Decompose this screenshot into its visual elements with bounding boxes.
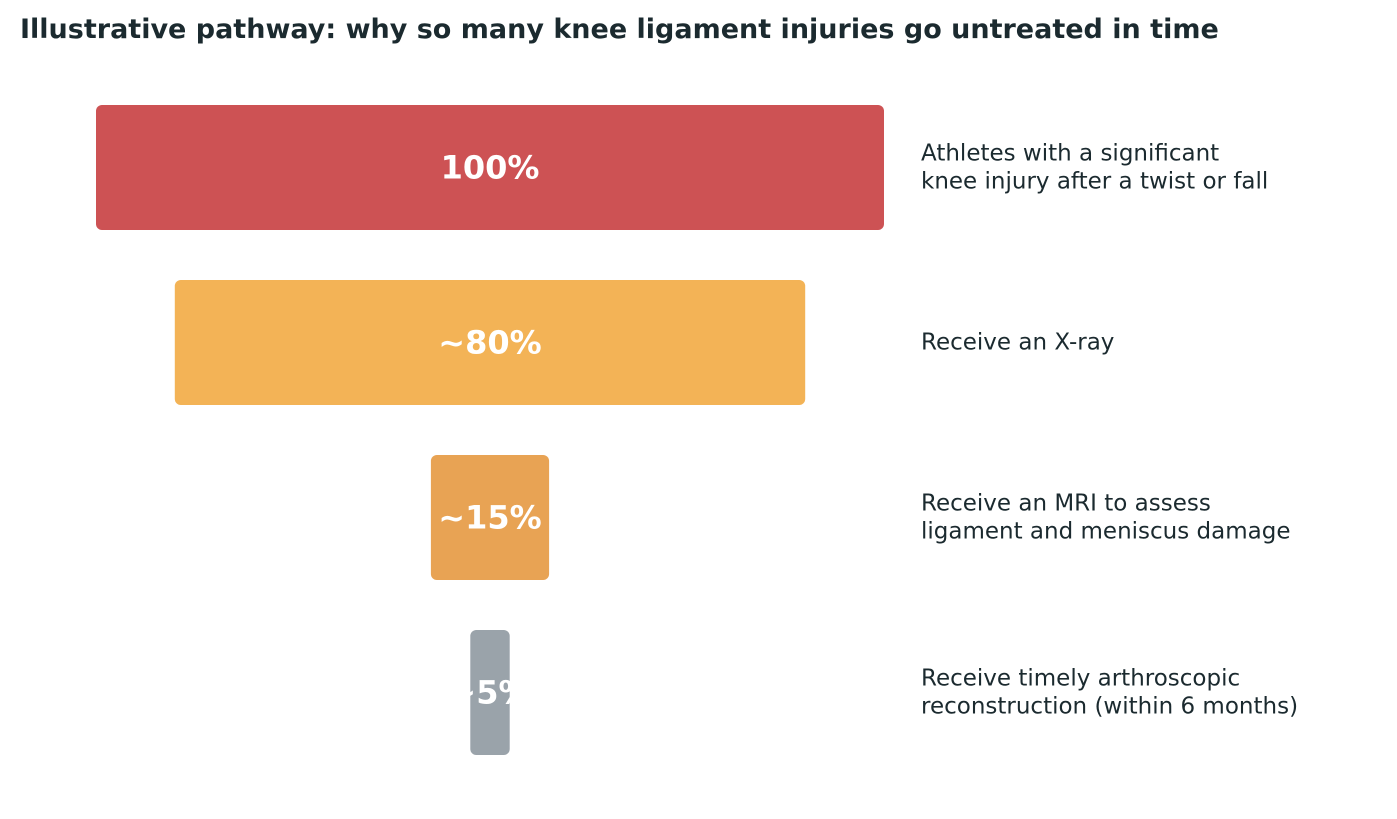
chart-title: Illustrative pathway: why so many knee l… [20,14,1219,45]
funnel-bar [430,455,550,580]
bar-value-label: ~5% [449,674,530,712]
funnel-bar [470,630,510,755]
stage-description-line: ligament and meniscus damage [921,519,1290,545]
bar-value-label: ~80% [438,324,541,362]
funnel-bar [174,280,806,405]
stage-description-line: Receive an MRI to assess [921,491,1211,517]
funnel-bar [96,105,884,230]
stage-description-line: knee injury after a twist or fall [921,169,1268,195]
funnel-stage: ~80% Receive an X-ray [174,280,1114,405]
stage-description-line: Receive an X-ray [921,330,1114,356]
funnel-stage: ~5% Receive timely arthroscopicreconstruc… [449,630,1298,755]
bar-value-label: ~15% [438,499,541,537]
bar-value-label: 100% [441,149,540,187]
stage-description-line: Athletes with a significant [921,141,1219,167]
stage-description-line: Receive timely arthroscopic [921,666,1240,692]
stage-description-line: reconstruction (within 6 months) [921,694,1298,720]
